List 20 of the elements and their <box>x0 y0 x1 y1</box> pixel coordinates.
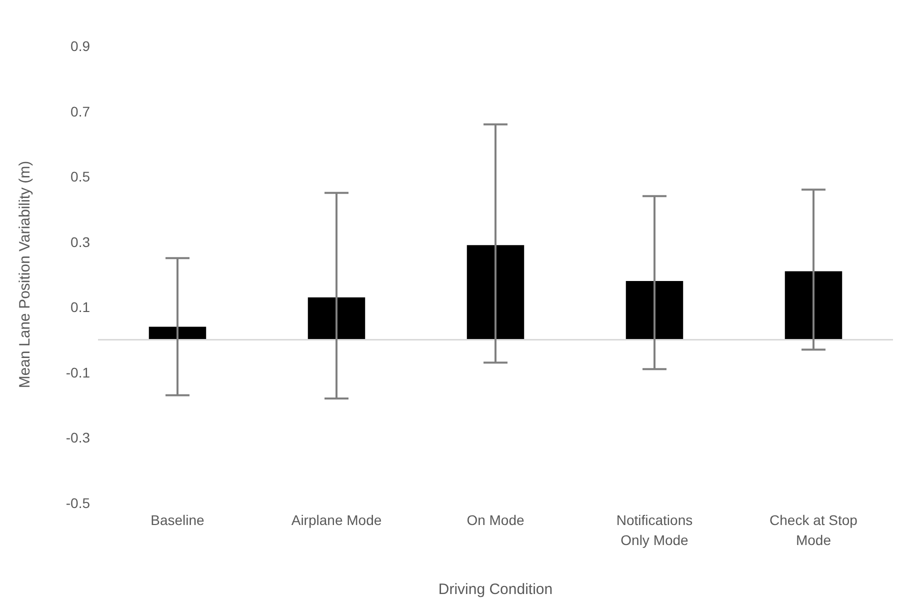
y-tick-label: 0.1 <box>70 299 90 316</box>
y-axis-title: Mean Lane Position Variability (m) <box>16 160 34 388</box>
x-tick-label: Baseline <box>150 512 205 528</box>
x-tick-label: Notifications Only Mode <box>616 512 693 548</box>
y-tick-label: 0.3 <box>70 234 90 250</box>
bar <box>148 326 206 340</box>
bar <box>784 271 842 340</box>
bar <box>626 281 684 340</box>
y-tick-label: -0.5 <box>66 494 90 511</box>
bar <box>308 297 366 340</box>
y-tick-label: 0.5 <box>70 168 90 185</box>
bar <box>466 245 524 340</box>
y-tick-label: -0.1 <box>66 364 90 380</box>
x-tick-label: Check at Stop Mode <box>770 512 858 548</box>
y-tick-label: 0.7 <box>70 103 90 120</box>
y-tick-label: 0.9 <box>70 38 90 54</box>
x-tick-label: Airplane Mode <box>291 512 382 528</box>
x-tick-label: On Mode <box>466 512 525 528</box>
x-axis-title: Driving Condition <box>438 581 553 598</box>
y-tick-label: -0.3 <box>66 430 90 446</box>
